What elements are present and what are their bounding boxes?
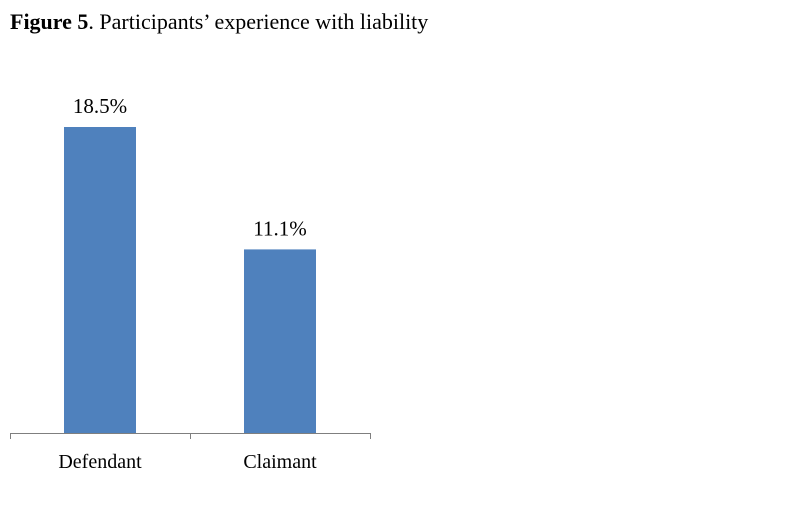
category-label-defendant: Defendant (58, 451, 142, 473)
bar-claimant (244, 249, 316, 433)
category-label-claimant: Claimant (243, 451, 317, 473)
data-label-claimant: 11.1% (253, 216, 306, 240)
bar-defendant (64, 127, 136, 433)
data-label-defendant: 18.5% (73, 94, 127, 118)
figure-label: Figure 5 (10, 9, 89, 34)
figure-title: Figure 5. Participants’ experience with … (10, 8, 428, 36)
figure-caption: . Participants’ experience with liabilit… (88, 9, 429, 34)
